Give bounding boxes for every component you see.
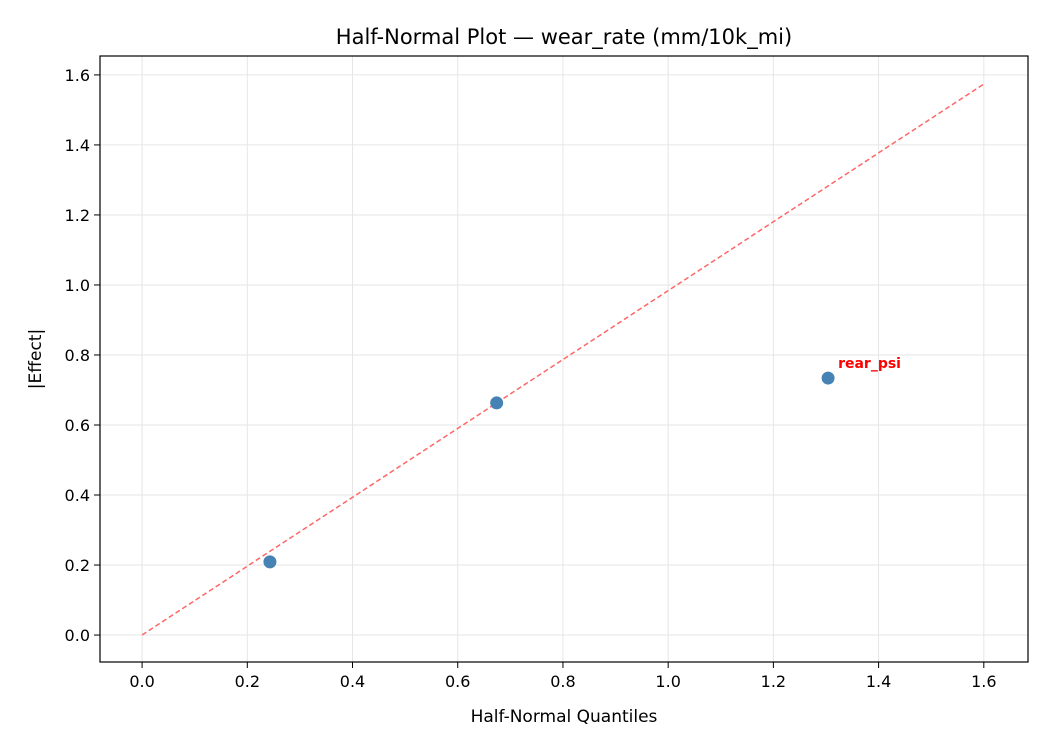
y-tick-label: 0.6 bbox=[65, 416, 90, 435]
data-point bbox=[821, 371, 835, 385]
y-axis-label: |Effect| bbox=[26, 329, 46, 389]
y-tick-label: 0.8 bbox=[65, 346, 90, 365]
x-tick-label: 1.6 bbox=[971, 672, 996, 691]
x-tick-label: 1.0 bbox=[655, 672, 680, 691]
x-tick-label: 1.2 bbox=[761, 672, 786, 691]
y-tick-label: 1.4 bbox=[65, 136, 90, 155]
chart-title: Half-Normal Plot — wear_rate (mm/10k_mi) bbox=[336, 25, 792, 50]
x-tick-label: 0.2 bbox=[235, 672, 260, 691]
x-tick-label: 0.6 bbox=[445, 672, 470, 691]
x-tick-label: 0.0 bbox=[129, 672, 154, 691]
y-tick-label: 1.0 bbox=[65, 276, 90, 295]
plot-frame bbox=[99, 55, 1029, 663]
y-tick-label: 1.6 bbox=[65, 66, 90, 85]
x-tick-label: 0.8 bbox=[550, 672, 575, 691]
y-tick-label: 0.0 bbox=[65, 626, 90, 645]
y-tick-label: 1.2 bbox=[65, 206, 90, 225]
x-axis-label: Half-Normal Quantiles bbox=[471, 707, 658, 727]
y-tick-label: 0.4 bbox=[65, 486, 90, 505]
point-annotation: rear_psi bbox=[838, 356, 901, 372]
x-tick-label: 0.4 bbox=[340, 672, 365, 691]
x-tick-label: 1.4 bbox=[866, 672, 891, 691]
data-point bbox=[263, 555, 277, 569]
data-point bbox=[490, 396, 504, 410]
y-tick-label: 0.2 bbox=[65, 556, 90, 575]
